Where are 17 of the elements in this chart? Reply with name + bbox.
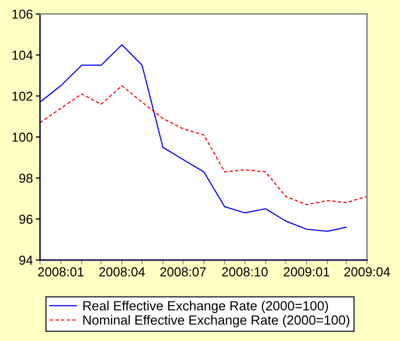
x-tick-label: 2008:10	[222, 267, 268, 276]
x-tick-label: 2008:04	[99, 267, 145, 276]
x-tick-label: 2008:01	[38, 267, 84, 276]
x-tick-label: 2008:07	[160, 267, 206, 276]
y-tick-label: 94	[19, 256, 33, 265]
y-tick-label: 100	[12, 132, 33, 142]
line-series	[40, 44, 347, 232]
y-tick-label: 98	[19, 174, 32, 183]
y-tick-label: 102	[12, 92, 32, 101]
y-tick-label: 96	[19, 214, 32, 224]
x-tick-label: 2009:04	[344, 267, 390, 276]
line-series	[40, 85, 367, 206]
y-tick-label: 104	[12, 50, 33, 60]
y-tick-label: 106	[12, 10, 32, 19]
x-tick-label: 2009:01	[284, 267, 330, 276]
legend-label: Real Effective Exchange Rate (2000=100)	[83, 300, 328, 314]
legend-label: Nominal Effective Exchange Rate (2000=100)	[83, 315, 350, 328]
